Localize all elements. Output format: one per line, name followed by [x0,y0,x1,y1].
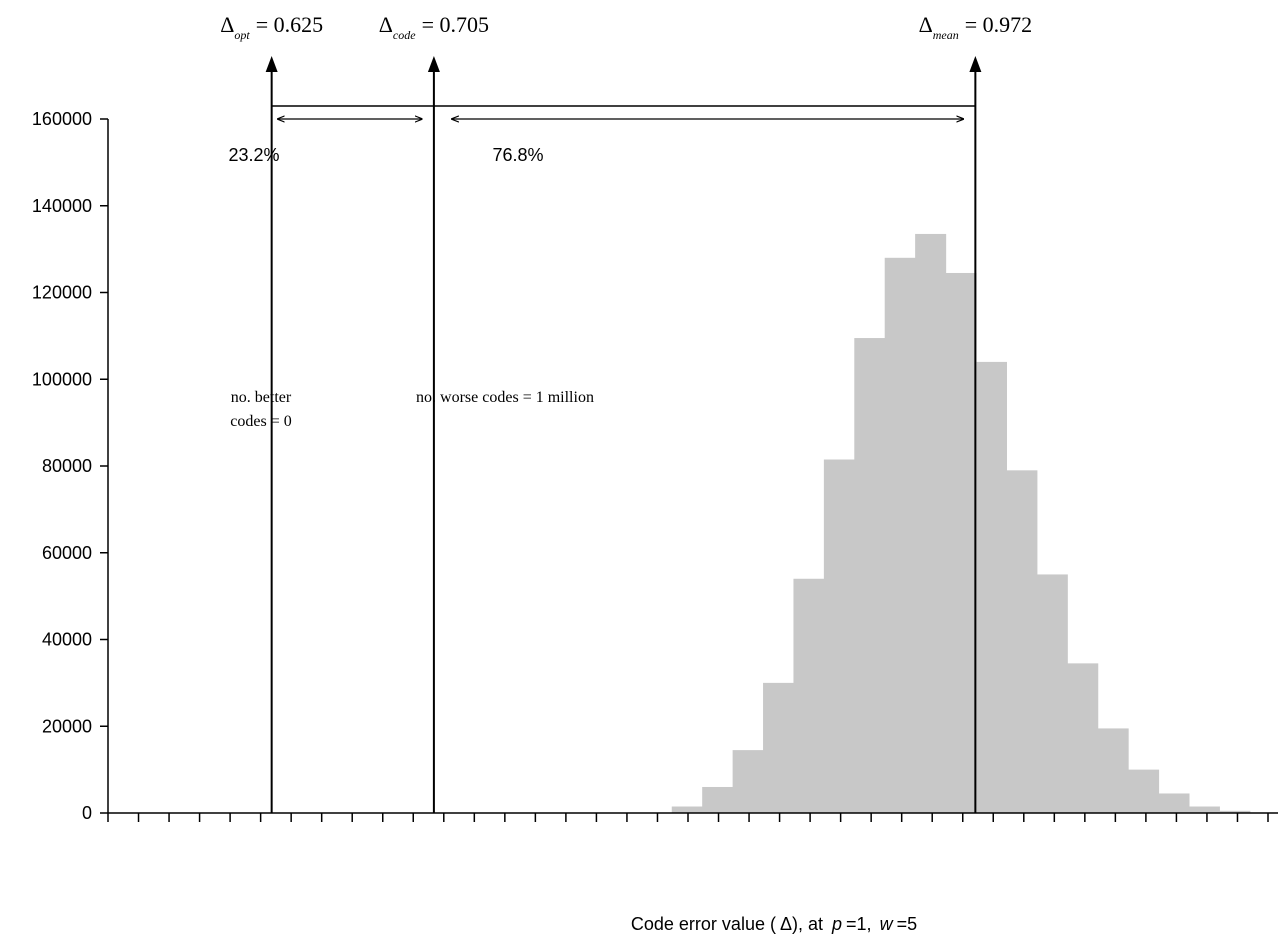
histogram-bar [702,786,734,813]
p-value: =1, [846,914,872,934]
histogram-bar [793,578,825,813]
y-tick-label: 40000 [42,630,92,650]
marker-arrowhead-opt [265,56,278,72]
y-tick-label: 20000 [42,716,92,736]
histogram-bars [671,233,1251,814]
x-axis-title-prefix: Code error value ( [631,914,776,934]
marker-label-opt: Δopt = 0.625 [220,12,323,42]
y-tick-label: 140000 [32,196,92,216]
marker-label-code: Δcode = 0.705 [379,12,489,42]
y-tick-label: 100000 [32,369,92,389]
x-axis [107,812,1278,822]
p-variable: p [831,914,842,934]
marker-arrowhead-mean [969,56,982,72]
annotations: 23.2% 76.8% no. better codes = 0 no. wor… [228,145,593,430]
marker-label-mean: Δmean = 0.972 [919,12,1033,42]
histogram-bar [945,272,977,813]
histogram-bar [763,682,795,813]
x-axis-title: Code error value (Δ), at p =1, w =5 [631,914,917,934]
histogram-bar [1006,470,1038,813]
w-value: =5 [897,914,918,934]
marker-lines: Δopt = 0.625 Δcode = 0.705 Δmean = 0.972 [220,12,1032,813]
marker-arrowhead-code [427,56,440,72]
y-tick-label: 0 [82,803,92,823]
histogram-bar [915,233,947,814]
histogram-bar [1188,806,1220,813]
histogram-bar [975,361,1007,813]
w-variable: w [880,914,894,934]
histogram-bar [671,806,703,813]
delta-symbol: Δ [780,914,792,934]
pct-left-label: 23.2% [228,145,279,165]
better-codes-line2: codes = 0 [230,413,291,430]
y-tick-label: 160000 [32,109,92,129]
histogram-bar [1067,663,1099,813]
y-tick-label: 120000 [32,283,92,303]
histogram-bar [854,338,886,813]
y-tick-label: 80000 [42,456,92,476]
worse-codes-label: no. worse codes = 1 million [416,389,594,406]
y-axis: 0 20000 40000 60000 80000 100000 120000 140000 1… [32,109,109,823]
pct-right-label: 76.8% [492,145,543,165]
histogram-bar [884,257,916,813]
x-axis-title-mid: ), at [792,914,828,934]
histogram-bar [1036,574,1068,813]
histogram-bar [732,750,764,813]
better-codes-line1: no. better [231,389,292,406]
histogram-bar [1128,769,1160,813]
histogram-bar [1158,793,1190,813]
histogram-bar [1219,810,1251,813]
histogram-bar [823,459,855,813]
histogram-bar [1097,728,1129,813]
y-tick-label: 60000 [42,543,92,563]
